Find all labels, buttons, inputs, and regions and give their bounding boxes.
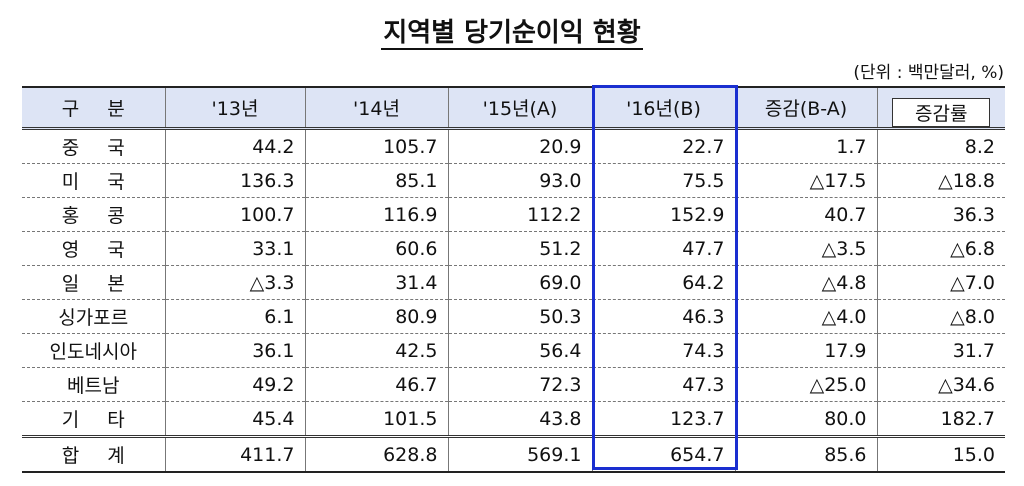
row-label: 홍 콩 [22, 197, 165, 232]
header-cell: 증감률 [876, 87, 1005, 130]
value-cell: 64.2 [591, 265, 735, 300]
unit: (단위 : 백만달러, %) [853, 63, 1004, 83]
header-cell: '15년(A) [447, 87, 592, 130]
value-cell: 31.4 [304, 265, 448, 300]
value-cell: 69.0 [447, 265, 592, 300]
value-cell: 42.5 [304, 333, 448, 368]
value-cell: △8.0 [876, 299, 1005, 334]
value-cell: 152.9 [591, 197, 735, 232]
table-body: 중 국 44.2 105.7 20.9 22.7 1.7 8.2 미 국 136.3 85.1 93… [22, 128, 1005, 473]
value-cell: △4.0 [734, 299, 877, 334]
value-cell: 22.7 [591, 128, 735, 164]
value-cell: 31.7 [876, 333, 1005, 368]
value-cell: 6.1 [164, 299, 305, 334]
value-cell: 182.7 [876, 401, 1005, 437]
header-cell: 구 분 [22, 87, 165, 130]
value-cell: 33.1 [164, 231, 305, 266]
value-cell: 56.4 [447, 333, 592, 368]
value-cell: 44.2 [164, 128, 305, 164]
table-row: 베트남 49.2 46.7 72.3 47.3 △25.0 △34.6 [22, 367, 1005, 402]
table-row: 싱가포르 6.1 80.9 50.3 46.3 △4.0 △8.0 [22, 299, 1005, 334]
row-label: 싱가포르 [22, 299, 165, 334]
value-cell: 47.7 [591, 231, 735, 266]
value-cell: 72.3 [447, 367, 592, 402]
table-row: 중 국 44.2 105.7 20.9 22.7 1.7 8.2 [22, 128, 1005, 164]
table-row: 인도네시아 36.1 42.5 56.4 74.3 17.9 31.7 [22, 333, 1005, 368]
value-cell: 49.2 [164, 367, 305, 402]
value-cell: 80.0 [734, 401, 877, 437]
table-row: 미 국 136.3 85.1 93.0 75.5 △17.5 △18.8 [22, 163, 1005, 198]
row-label: 미 국 [22, 163, 165, 198]
table-row: 영 국 33.1 60.6 51.2 47.7 △3.5 △6.8 [22, 231, 1005, 266]
value-cell: 628.8 [304, 435, 448, 473]
row-label: 합 계 [22, 435, 165, 473]
value-cell: 46.7 [304, 367, 448, 402]
value-cell: 36.1 [164, 333, 305, 368]
table-row: 일 본 △3.3 31.4 69.0 64.2 △4.8 △7.0 [22, 265, 1005, 300]
value-cell: 136.3 [164, 163, 305, 198]
value-cell: 75.5 [591, 163, 735, 198]
value-cell: △25.0 [734, 367, 877, 402]
header-row: 구 분 '13년 '14년 '15년(A) '16년(B) 증감(B-A) 증감률 [22, 87, 1005, 130]
value-cell: △34.6 [876, 367, 1005, 402]
value-cell: 85.1 [304, 163, 448, 198]
value-cell: 654.7 [591, 435, 735, 473]
value-cell: 50.3 [447, 299, 592, 334]
value-cell: △17.5 [734, 163, 877, 198]
value-cell: 51.2 [447, 231, 592, 266]
value-cell: 569.1 [447, 435, 592, 473]
row-label: 기 타 [61, 409, 125, 431]
value-cell: 411.7 [164, 435, 305, 473]
table-row: 기 타 45.4 101.5 43.8 123.7 80.0 182.7 [22, 401, 1005, 437]
value-cell: 100.7 [164, 197, 305, 232]
value-cell: 112.2 [447, 197, 592, 232]
table-row: 합 계 411.7 628.8 569.1 654.7 85.6 15.0 [22, 435, 1005, 473]
title-text: 지역별 당기순이익 현황 [381, 18, 643, 50]
value-cell: 60.6 [304, 231, 448, 266]
value-cell: 74.3 [591, 333, 735, 368]
value-cell: 40.7 [734, 197, 877, 232]
header-cell: '16년(B) [591, 87, 735, 130]
value-cell: 46.3 [591, 299, 735, 334]
value-cell: △4.8 [734, 265, 877, 300]
row-label: 일 본 [22, 265, 165, 300]
value-cell: 93.0 [447, 163, 592, 198]
value-cell: 45.4 [164, 401, 305, 437]
value-cell: △18.8 [876, 163, 1005, 198]
header-cell: 증감(B-A) [734, 87, 877, 130]
value-cell: 47.3 [591, 367, 735, 402]
table-row: 홍 콩 100.7 116.9 112.2 152.9 40.7 36.3 [22, 197, 1005, 232]
value-cell: 17.9 [734, 333, 877, 368]
header-cell: '14년 [304, 87, 448, 130]
value-cell: 80.9 [304, 299, 448, 334]
header-box: 증감률 [892, 98, 991, 127]
value-cell: △7.0 [876, 265, 1005, 300]
value-cell: △3.5 [734, 231, 877, 266]
value-cell: △3.3 [164, 265, 305, 300]
value-cell: 123.7 [591, 401, 735, 437]
row-label: 인도네시아 [22, 333, 165, 368]
header-cell: '13년 [164, 87, 305, 130]
value-cell: 20.9 [447, 128, 592, 164]
value-cell: 15.0 [876, 435, 1005, 473]
value-cell: 85.6 [734, 435, 877, 473]
value-cell: 1.7 [734, 128, 877, 164]
value-cell: 116.9 [304, 197, 448, 232]
title: 지역별 당기순이익 현황 [0, 12, 1024, 50]
value-cell: 8.2 [876, 128, 1005, 164]
row-label: 중 국 [22, 128, 165, 164]
value-cell: 43.8 [447, 401, 592, 437]
row-label: 베트남 [22, 367, 165, 402]
value-cell: △6.8 [876, 231, 1005, 266]
row-label: 영 국 [22, 231, 165, 266]
value-cell: 36.3 [876, 197, 1005, 232]
value-cell: 105.7 [304, 128, 448, 164]
value-cell: 101.5 [304, 401, 448, 437]
